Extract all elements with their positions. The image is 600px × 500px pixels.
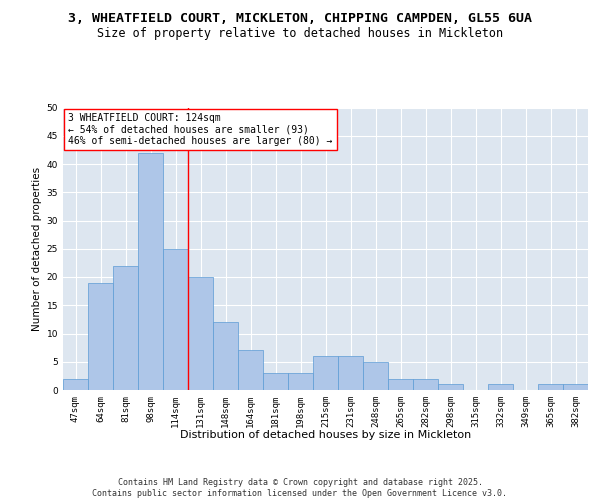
Text: 3, WHEATFIELD COURT, MICKLETON, CHIPPING CAMPDEN, GL55 6UA: 3, WHEATFIELD COURT, MICKLETON, CHIPPING… [68,12,532,26]
Bar [363,362,388,390]
Bar [113,266,138,390]
Bar [88,282,113,390]
Bar [238,350,263,390]
Bar [63,378,88,390]
Bar [413,378,438,390]
Bar [538,384,563,390]
Bar [338,356,363,390]
Y-axis label: Number of detached properties: Number of detached properties [32,166,43,331]
Text: Size of property relative to detached houses in Mickleton: Size of property relative to detached ho… [97,28,503,40]
Bar [288,373,313,390]
Bar [263,373,288,390]
Bar [138,152,163,390]
Bar [313,356,338,390]
Bar [563,384,588,390]
X-axis label: Distribution of detached houses by size in Mickleton: Distribution of detached houses by size … [180,430,471,440]
Text: 3 WHEATFIELD COURT: 124sqm
← 54% of detached houses are smaller (93)
46% of semi: 3 WHEATFIELD COURT: 124sqm ← 54% of deta… [68,113,332,146]
Bar [388,378,413,390]
Bar [488,384,513,390]
Bar [188,277,213,390]
Bar [438,384,463,390]
Text: Contains HM Land Registry data © Crown copyright and database right 2025.
Contai: Contains HM Land Registry data © Crown c… [92,478,508,498]
Bar [163,249,188,390]
Bar [213,322,238,390]
